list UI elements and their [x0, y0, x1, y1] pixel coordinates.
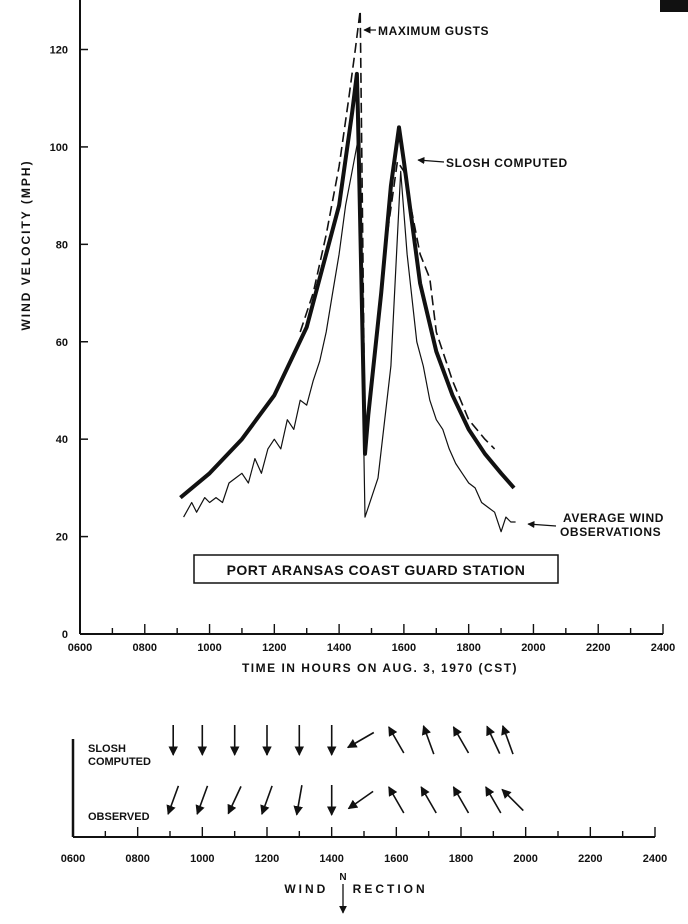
x-tick-label-2000: 2000 — [521, 642, 545, 654]
observed-arrow-1 — [195, 785, 209, 816]
y-axis-label: WIND VELOCITY (MPH) — [19, 159, 33, 330]
avg-wind-label-2: OBSERVATIONS — [560, 525, 661, 539]
y-tick-label-20: 20 — [56, 532, 68, 544]
wind-direction-chart: 0600 0800 1000 1200 1400 1600 1800 2000 2200 2400… — [61, 724, 667, 914]
avg-wind-pointer — [527, 520, 557, 529]
y-tick-label-0: 0 — [62, 629, 68, 641]
max-gusts-label: MAXIMUM GUSTS — [378, 24, 489, 38]
x-tick-label-1400: 1400 — [327, 642, 351, 654]
wind-x-tick-label-2400: 2400 — [643, 853, 667, 865]
wind-x-tick-label-2200: 2200 — [578, 853, 602, 865]
observed-arrow-6 — [347, 790, 374, 810]
wind-x-tick-label-1200: 1200 — [255, 853, 279, 865]
slosh-row-label-1: SLOSH — [88, 743, 126, 755]
y-ticks: 0 20 40 60 80 100 120 — [50, 45, 88, 641]
x-tick-label-0600: 0600 — [68, 642, 92, 654]
y-tick-label-40: 40 — [56, 434, 68, 446]
main-chart: 0 20 40 60 80 100 120 0600 0800 1000 1200 1400 1600… — [19, 0, 675, 675]
x-ticks: 0600 0800 1000 1200 1400 1600 1800 2000 2200 2400 — [68, 624, 675, 654]
avg-wind-label-1: AVERAGE WIND — [563, 511, 664, 525]
observed-arrow-10 — [485, 786, 502, 814]
north-label: N — [339, 872, 346, 883]
corner-block — [660, 0, 688, 12]
x-tick-label-1000: 1000 — [197, 642, 221, 654]
wind-x-tick-label-1400: 1400 — [319, 853, 343, 865]
station-box — [193, 554, 559, 584]
observed-arrow-11 — [501, 788, 524, 812]
wind-x-tick-label-1800: 1800 — [449, 853, 473, 865]
observed-arrow-9 — [452, 786, 470, 814]
x-axis-label: TIME IN HOURS ON AUG. 3, 1970 (CST) — [242, 661, 518, 675]
x-tick-label-2400: 2400 — [651, 642, 675, 654]
wind-x-tick-label-0600: 0600 — [61, 853, 85, 865]
observed-arrow-4 — [293, 785, 303, 816]
y-tick-label-60: 60 — [56, 337, 68, 349]
slosh-computed-arrow-11 — [501, 724, 514, 755]
y-tick-label-100: 100 — [50, 142, 68, 154]
observed-arrow-3 — [260, 785, 273, 816]
wind-direction-title: WIND DIRECTION — [284, 882, 427, 896]
slosh-pointer — [417, 156, 445, 165]
x-tick-label-1600: 1600 — [392, 642, 416, 654]
slosh-computed-line — [179, 71, 516, 500]
wind-x-tick-label-1000: 1000 — [190, 853, 214, 865]
slosh-label: SLOSH COMPUTED — [446, 156, 568, 170]
wind-x-ticks: 0600 0800 1000 1200 1400 1600 1800 2000 2200 2400 — [61, 827, 667, 865]
x-tick-label-0800: 0800 — [133, 642, 157, 654]
slosh-computed-arrow-8 — [421, 724, 435, 755]
y-tick-label-120: 120 — [50, 45, 68, 57]
chart-title: PORT ARANSAS COAST GUARD STATION — [227, 562, 526, 578]
observed-arrow-0 — [166, 785, 180, 816]
wind-arrows-group — [166, 724, 524, 816]
observed-arrow-8 — [420, 786, 437, 814]
slosh-row-label-2: COMPUTED — [88, 756, 151, 768]
slosh-computed-arrow-6 — [346, 731, 375, 749]
wind-x-tick-label-1600: 1600 — [384, 853, 408, 865]
wind-x-tick-label-2000: 2000 — [513, 853, 537, 865]
slosh-computed-arrow-7 — [388, 726, 405, 754]
wind-x-tick-label-0800: 0800 — [125, 853, 149, 865]
series-group — [179, 10, 516, 533]
slosh-computed-arrow-10 — [486, 725, 501, 754]
observed-row-label: OBSERVED — [88, 811, 150, 823]
slosh-computed-arrow-9 — [452, 726, 470, 754]
observed-arrow-7 — [388, 786, 405, 814]
observed-arrow-2 — [227, 786, 242, 815]
x-tick-label-1800: 1800 — [456, 642, 480, 654]
x-tick-label-2200: 2200 — [586, 642, 610, 654]
y-tick-label-80: 80 — [56, 239, 68, 251]
x-tick-label-1200: 1200 — [262, 642, 286, 654]
average-wind-observations-line — [183, 136, 516, 533]
